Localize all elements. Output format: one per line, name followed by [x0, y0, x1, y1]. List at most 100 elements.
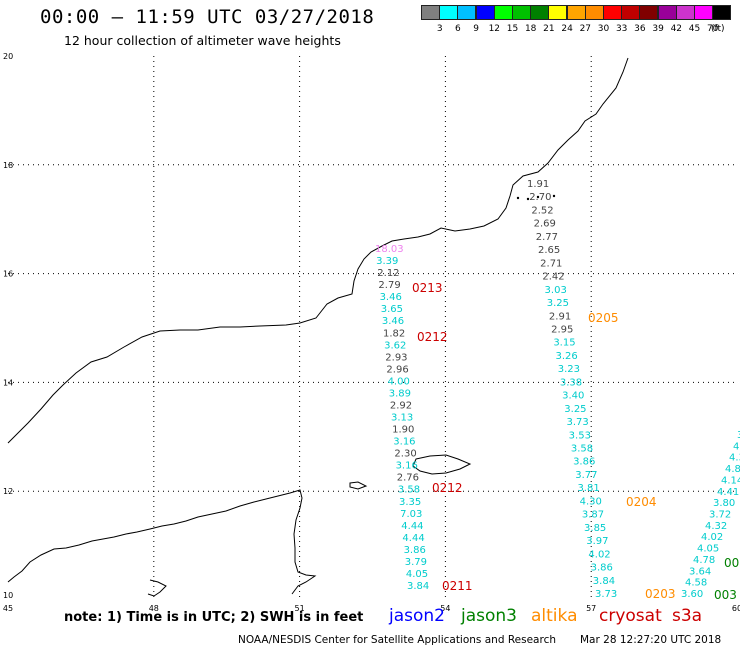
track-marker-dot [526, 197, 530, 201]
satellite-name-altika: altika [531, 606, 578, 626]
pass-time-label: 0205 [588, 311, 619, 325]
swh-value-label: 3.79 [405, 557, 427, 568]
satellite-name-jason2: jason2 [389, 606, 445, 626]
legend-tick-label: 24 [561, 24, 573, 34]
swh-value-label: 3.26 [556, 351, 578, 362]
swh-value-label: 3.13 [391, 413, 413, 424]
swh-value-label: 4.32 [705, 521, 727, 532]
swh-value-label: 3.89 [389, 388, 411, 399]
swh-value-label: 4.44 [402, 533, 424, 544]
x-tick-label: 60 [732, 604, 740, 613]
swh-value-label: 2.93 [385, 352, 407, 363]
swh-value-label: 1.91 [527, 179, 549, 190]
swh-value-label: 3.77 [575, 470, 597, 481]
pass-time-label: 0213 [412, 281, 443, 295]
swh-value-label: 4.05 [697, 544, 719, 555]
pass-time-label: 0203 [645, 587, 676, 601]
swh-value-label: 3.84 [593, 576, 615, 587]
swh-value-label: 3.25 [564, 404, 586, 415]
swh-value-label: 2.12 [377, 268, 399, 279]
legend-tick-label: 18 [524, 24, 537, 34]
swh-value-label: 4.14 [721, 475, 740, 486]
swh-value-label: 3.64 [689, 566, 711, 577]
swh-value-label: 2.65 [538, 245, 560, 256]
legend-tick-label: 15 [506, 24, 519, 34]
satellite-name-cryosat: cryosat [599, 606, 662, 626]
swh-value-label: 2.71 [540, 258, 562, 269]
y-tick-label: 10 [3, 591, 13, 600]
coastline-segment [7, 489, 317, 595]
swh-value-label: 4.3 [729, 453, 740, 464]
swh-value-label: 3. [737, 430, 740, 441]
legend-tick-label: 36 [634, 24, 646, 34]
swh-value-label: 3.73 [595, 589, 617, 600]
swh-value-label: 2.91 [549, 311, 571, 322]
legend-tick-label: 12 [488, 24, 501, 34]
x-tick-label: 57 [586, 604, 596, 613]
swh-value-label: 7.03 [400, 509, 422, 520]
x-tick-label: 51 [295, 604, 305, 613]
swh-value-label: 3.46 [382, 316, 404, 327]
swh-value-label: 3.84 [407, 581, 429, 592]
satellite-name-jason3: jason3 [461, 606, 517, 626]
swh-value-label: 3.62 [384, 340, 406, 351]
y-tick-label: 18 [3, 161, 13, 170]
swh-value-label: 4.85 [725, 464, 740, 475]
x-tick-label: 48 [149, 604, 159, 613]
track-marker-dot [536, 195, 540, 199]
swh-value-label: 3.73 [566, 417, 588, 428]
swh-value-label: 3.25 [547, 298, 569, 309]
footer-note: note: 1) Time is in UTC; 2) SWH is in fe… [64, 610, 364, 625]
x-tick-label: 54 [440, 604, 450, 613]
satellite-name-s3a: s3a [672, 606, 703, 626]
swh-value-label: 3.16 [393, 437, 415, 448]
legend-tick-label: 42 [670, 24, 683, 34]
swh-value-label: 1.90 [392, 425, 414, 436]
legend-tick-label: 9 [473, 24, 479, 34]
swh-value-label: 2.92 [390, 400, 412, 411]
swh-value-label: 3.60 [681, 589, 703, 600]
legend-unit: (ft) [711, 24, 725, 34]
swh-value-label: 3.80 [713, 498, 735, 509]
legend-tick-label: 30 [597, 24, 610, 34]
swh-value-label: 3.53 [569, 430, 591, 441]
page-subtitle: 12 hour collection of altimeter wave hei… [64, 33, 341, 48]
swh-value-label: 3.65 [381, 304, 403, 315]
swh-value-label: 1.82 [383, 328, 405, 339]
swh-value-label: 3.86 [573, 457, 595, 468]
swh-value-label: 2.95 [551, 324, 573, 335]
satellite-tracks: 18.033.392.122.793.463.653.461.823.622.9… [375, 179, 740, 602]
legend-tick-label: 70 [706, 24, 719, 34]
coastline-segment [412, 454, 472, 475]
swh-value-label: 4. [733, 441, 740, 452]
swh-value-label: 2.30 [394, 449, 416, 460]
credit-line: NOAA/NESDIS Center for Satellite Applica… [238, 634, 556, 646]
pass-time-label: 0212 [432, 481, 463, 495]
swh-value-label: 3.46 [380, 292, 402, 303]
y-tick-label: 20 [3, 52, 13, 61]
swh-value-label: 2.69 [534, 219, 556, 230]
swh-value-label: 3.86 [591, 563, 613, 574]
pass-time-label: 003 [714, 588, 737, 602]
swh-value-label: 3.58 [398, 485, 420, 496]
lat-lon-grid [8, 56, 737, 600]
pass-time-label: 0204 [626, 495, 657, 509]
swh-value-label: 4.41 [717, 487, 739, 498]
pass-time-label: 0211 [442, 579, 473, 593]
x-tick-label: 45 [3, 604, 13, 613]
swh-value-label: 3.97 [586, 536, 608, 547]
coastline-segment [147, 579, 167, 597]
axis-labels: 45 48 51 54 57 60 10 12 14 16 18 20 [3, 52, 740, 613]
swh-value-label: 3.35 [399, 497, 421, 508]
swh-value-label: 2.77 [536, 232, 558, 243]
swh-value-label: 3.72 [709, 510, 731, 521]
swh-value-label: 4.30 [580, 496, 602, 507]
coastline-segment [7, 57, 629, 444]
swh-value-label: 3.03 [545, 285, 567, 296]
swh-value-label: 3.38 [560, 377, 582, 388]
swh-value-label: 3.23 [558, 364, 580, 375]
swh-value-label: 3.15 [553, 338, 575, 349]
swh-value-label: 4.02 [588, 549, 610, 560]
legend-swatch [712, 5, 732, 20]
